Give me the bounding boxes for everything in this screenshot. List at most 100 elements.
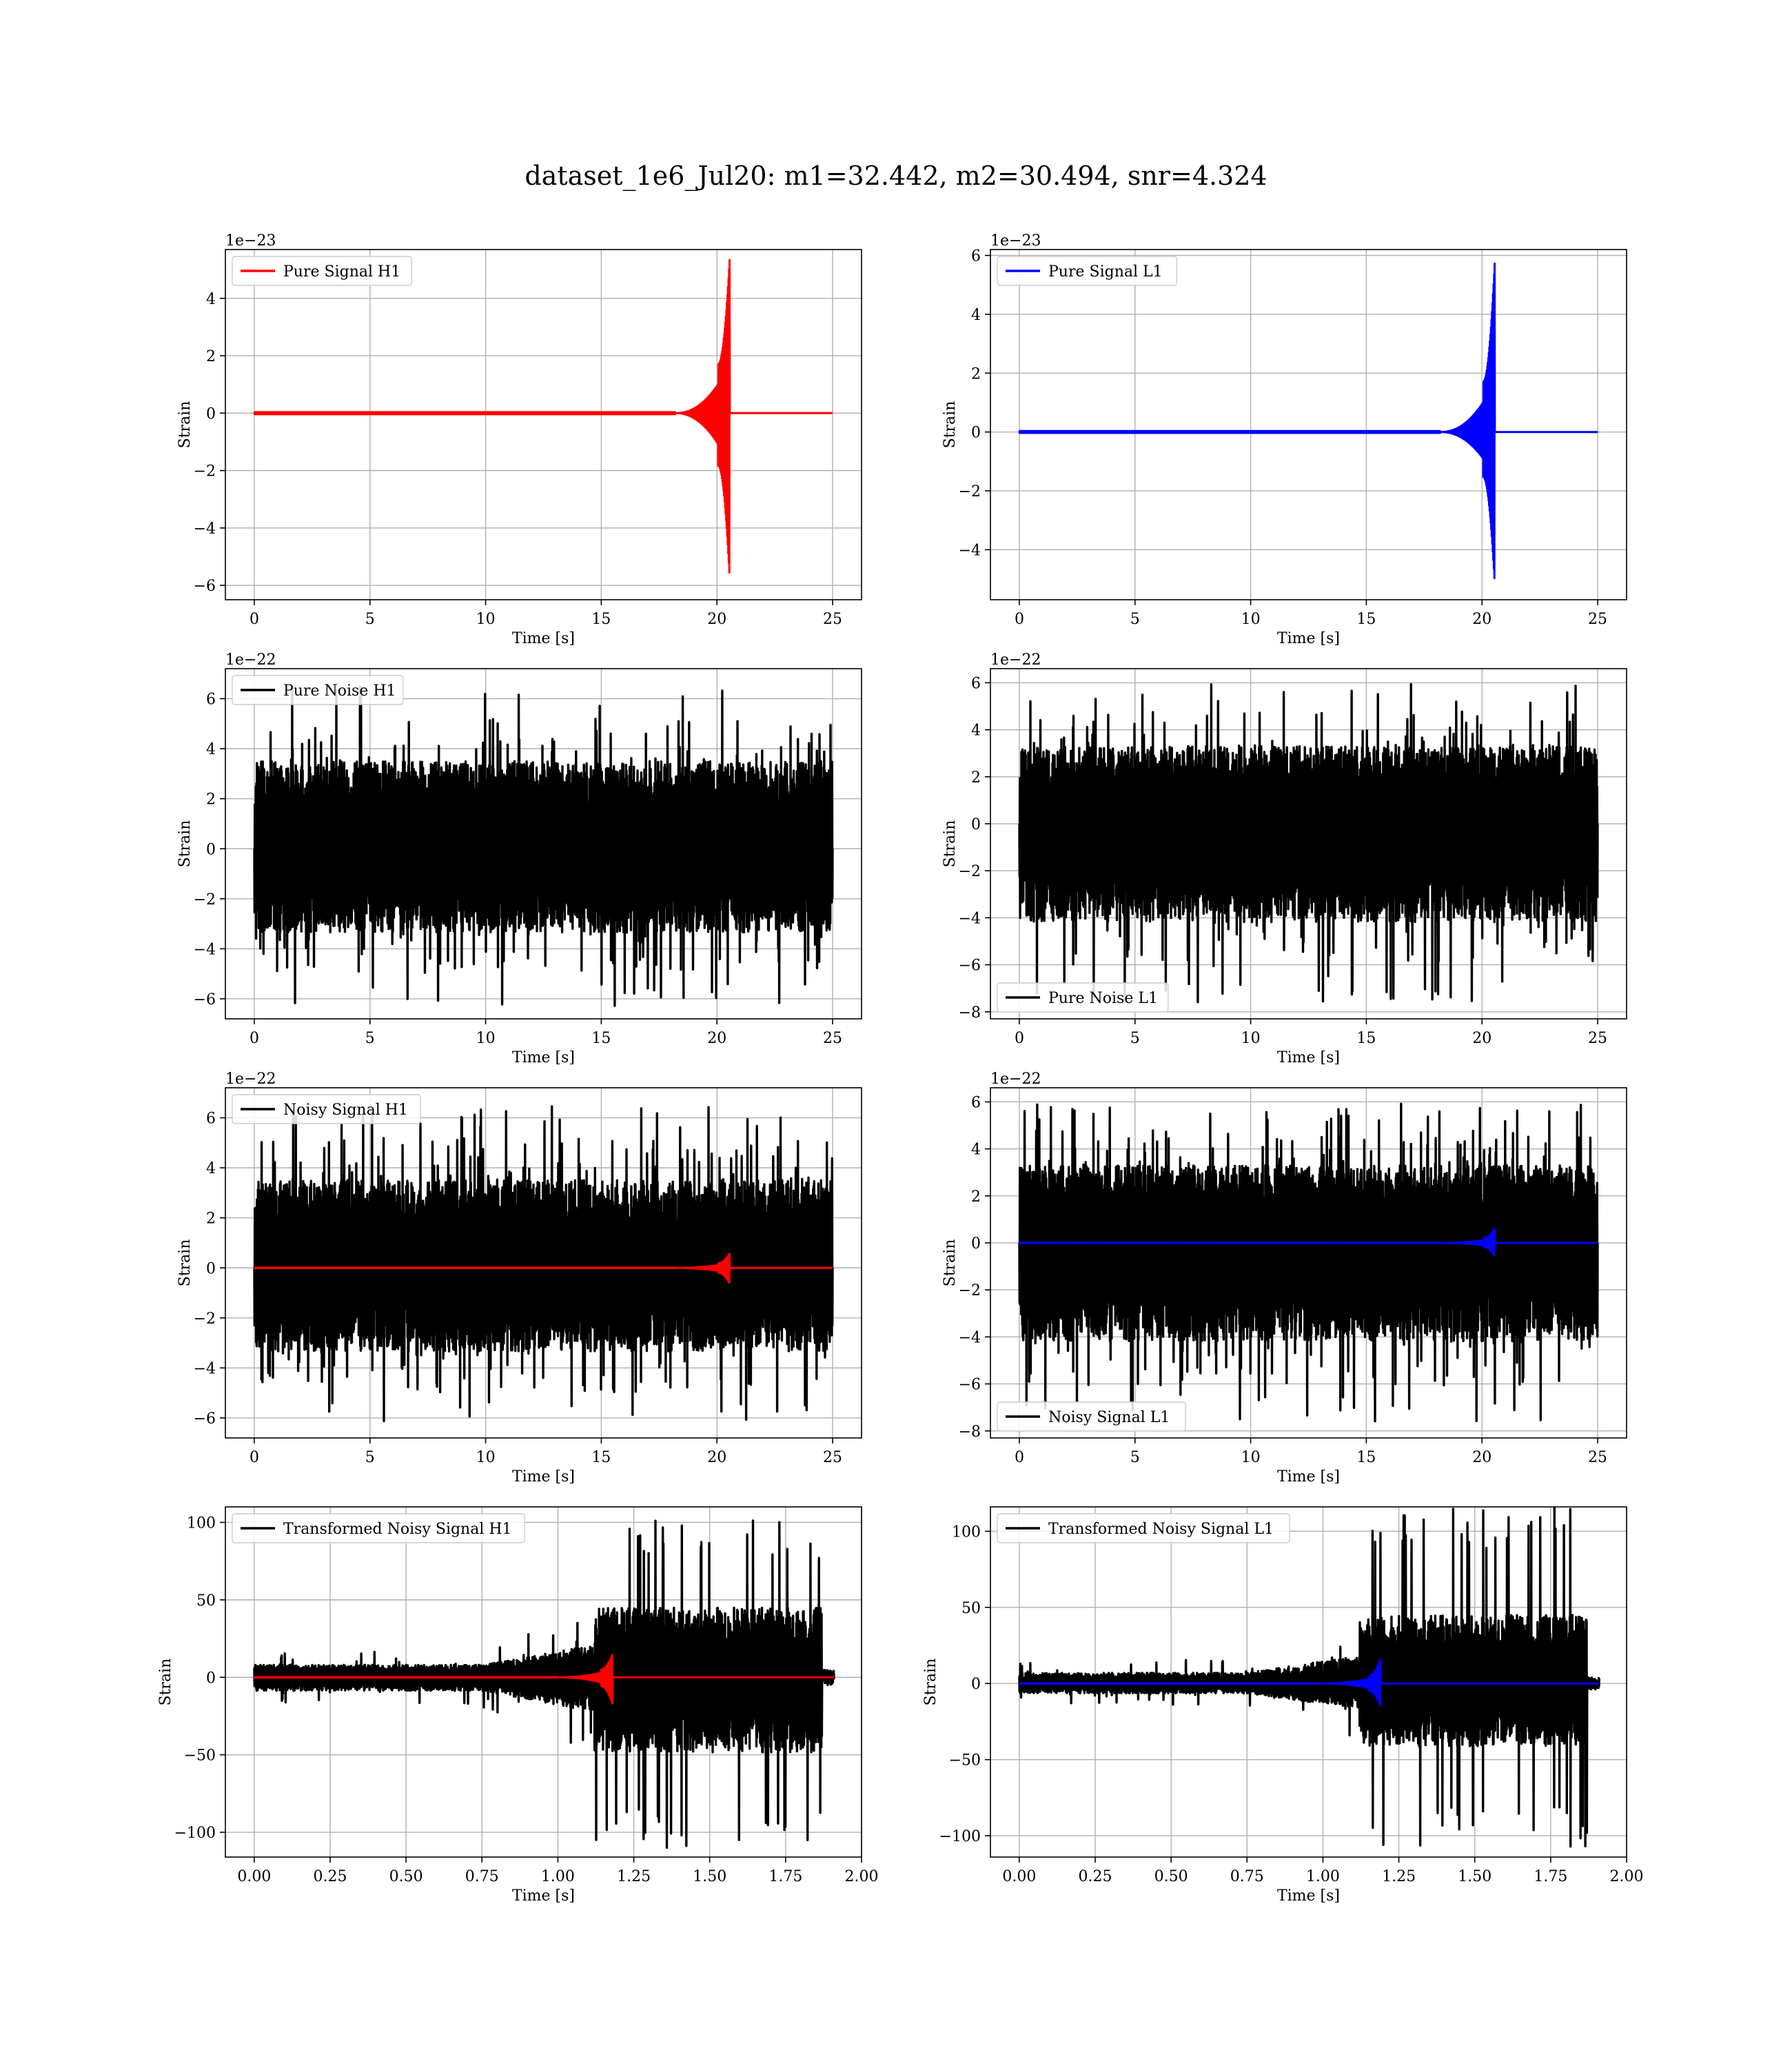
series-line-pure-noise-l1 [1018,683,1599,1004]
x-axis-label: Time [s] [512,1049,575,1066]
x-axis-ticks: 0 5 10 15 20 25 [1015,600,1607,628]
y-tick-label: 50 [961,1600,981,1617]
y-tick-label: −2 [194,1310,216,1328]
axes-frame [225,668,862,1020]
x-axis-ticks: 0 5 10 15 20 25 [250,1438,842,1466]
x-tick-label: 20 [1472,611,1491,628]
legend-box [232,1513,525,1543]
axes-frame [990,249,1627,600]
subplot-pure-noise-l1: 0 5 10 15 20 25 −8 −6 −4 −2 0 2 4 6 1e−22 Time [s] Strai… [941,651,1627,1066]
legend-box [997,1401,1186,1432]
y-tick-label: −2 [959,863,981,880]
x-tick-label: 0.00 [1002,1868,1036,1885]
axes-frame [225,1087,862,1439]
x-tick-label: 2.00 [845,1868,879,1885]
y-tick-label: 0 [971,816,981,833]
x-tick-label: 25 [823,611,842,628]
y-offset-label: 1e−22 [990,1071,1041,1088]
y-axis-label: Strain [941,1239,959,1287]
y-axis-ticks: −8 −6 −4 −2 0 2 4 6 [959,675,990,1022]
x-tick-label: 10 [476,1030,496,1047]
series-line-pure-noise-h1 [253,686,834,1007]
y-offset-label: 1e−22 [990,651,1041,669]
legend: Transformed Noisy Signal L1 [997,1513,1290,1543]
y-tick-label: 0 [206,1670,216,1687]
legend: Noisy Signal H1 [232,1094,421,1124]
legend: Pure Signal H1 [232,256,413,286]
x-axis-label: Time [s] [512,1887,575,1905]
series-line-transformed-noisy-signal-l1 [1018,1507,1600,1848]
y-tick-label: −6 [194,578,216,595]
series-line-noisy-signal-l1 [1018,1102,1599,1423]
x-axis-label: Time [s] [512,1468,575,1486]
y-tick-label: −4 [194,520,216,538]
x-axis-label: Time [s] [1277,1049,1340,1066]
x-tick-label: 5 [1130,1449,1140,1466]
y-axis-label: Strain [157,1659,174,1706]
y-axis-label: Strain [941,820,959,868]
y-tick-label: −2 [959,483,981,500]
y-tick-label: −6 [959,957,981,975]
x-tick-label: 5 [365,1449,375,1466]
y-axis-label: Strain [176,820,194,868]
y-tick-label: −4 [959,910,981,927]
y-axis-ticks: −8 −6 −4 −2 0 2 4 6 [959,1094,990,1441]
plot-area [1018,262,1599,580]
grid-lines [225,250,862,600]
legend-label: Pure Signal L1 [1048,263,1163,281]
x-tick-label: 10 [476,611,496,628]
plot-area [253,1105,834,1423]
legend: Pure Noise H1 [232,675,404,705]
y-tick-label: 4 [206,291,216,308]
x-tick-label: 0.00 [237,1868,271,1885]
axes-frame [990,1087,1627,1439]
x-tick-label: 20 [1472,1030,1491,1047]
grid-lines [990,250,1627,600]
y-tick-label: 2 [206,1210,216,1228]
y-axis-ticks: −100 −50 0 50 100 [174,1514,225,1842]
legend-label: Pure Signal H1 [283,263,400,281]
legend-box [232,1094,421,1124]
y-tick-label: 100 [187,1514,216,1532]
y-tick-label: 2 [971,365,981,383]
figure-title: dataset_1e6_Jul20: m1=32.442, m2=30.494,… [525,161,1267,192]
plot-area [253,686,834,1007]
x-tick-label: 1.50 [1458,1868,1491,1885]
plot-area [1018,1507,1600,1848]
x-tick-label: 15 [1356,1030,1376,1047]
y-tick-label: 4 [971,1142,981,1159]
y-axis-ticks: −100 −50 0 50 100 [939,1523,990,1845]
x-tick-label: 10 [1241,1030,1261,1047]
legend-label: Pure Noise H1 [283,682,396,700]
series-line-pure-signal-h1 [253,258,834,574]
x-tick-label: 1.25 [1382,1868,1416,1885]
subplot-transformed-noisy-signal-h1: 0.00 0.25 0.50 0.75 1.00 1.25 1.50 1.75 2.00 −100… [157,1506,879,1905]
legend-box [997,256,1178,286]
axes-frame [990,668,1627,1020]
series-line-noisy-signal-h1 [253,1105,834,1423]
x-axis-label: Time [s] [1277,630,1340,647]
series-line-chirp-overlay [1018,1227,1599,1257]
series-line-chirp-overlay [253,1654,835,1705]
legend: Pure Noise L1 [997,982,1169,1013]
y-axis-ticks: −6 −4 −2 0 2 4 6 [194,1111,225,1428]
y-tick-label: 2 [206,791,216,809]
plot-area [253,1519,835,1849]
y-tick-label: 0 [206,841,216,858]
x-tick-label: 0.75 [465,1868,499,1885]
x-axis-label: Time [s] [1277,1468,1340,1486]
y-tick-label: −100 [939,1828,981,1845]
x-axis-ticks: 0 5 10 15 20 25 [250,1019,842,1047]
y-tick-label: −4 [959,542,981,559]
legend: Pure Signal L1 [997,256,1178,286]
y-tick-label: −100 [174,1825,216,1842]
y-tick-label: 4 [206,1160,216,1177]
legend: Transformed Noisy Signal H1 [232,1513,525,1543]
legend-box [997,1513,1290,1543]
y-offset-label: 1e−23 [990,232,1041,250]
y-axis-ticks: −6 −4 −2 0 2 4 [194,291,225,595]
legend-box [997,982,1169,1013]
x-axis-ticks: 0.00 0.25 0.50 0.75 1.00 1.25 1.50 1.75 2.00 [1002,1857,1643,1885]
y-tick-label: 2 [971,769,981,787]
x-tick-label: 1.75 [1534,1868,1567,1885]
